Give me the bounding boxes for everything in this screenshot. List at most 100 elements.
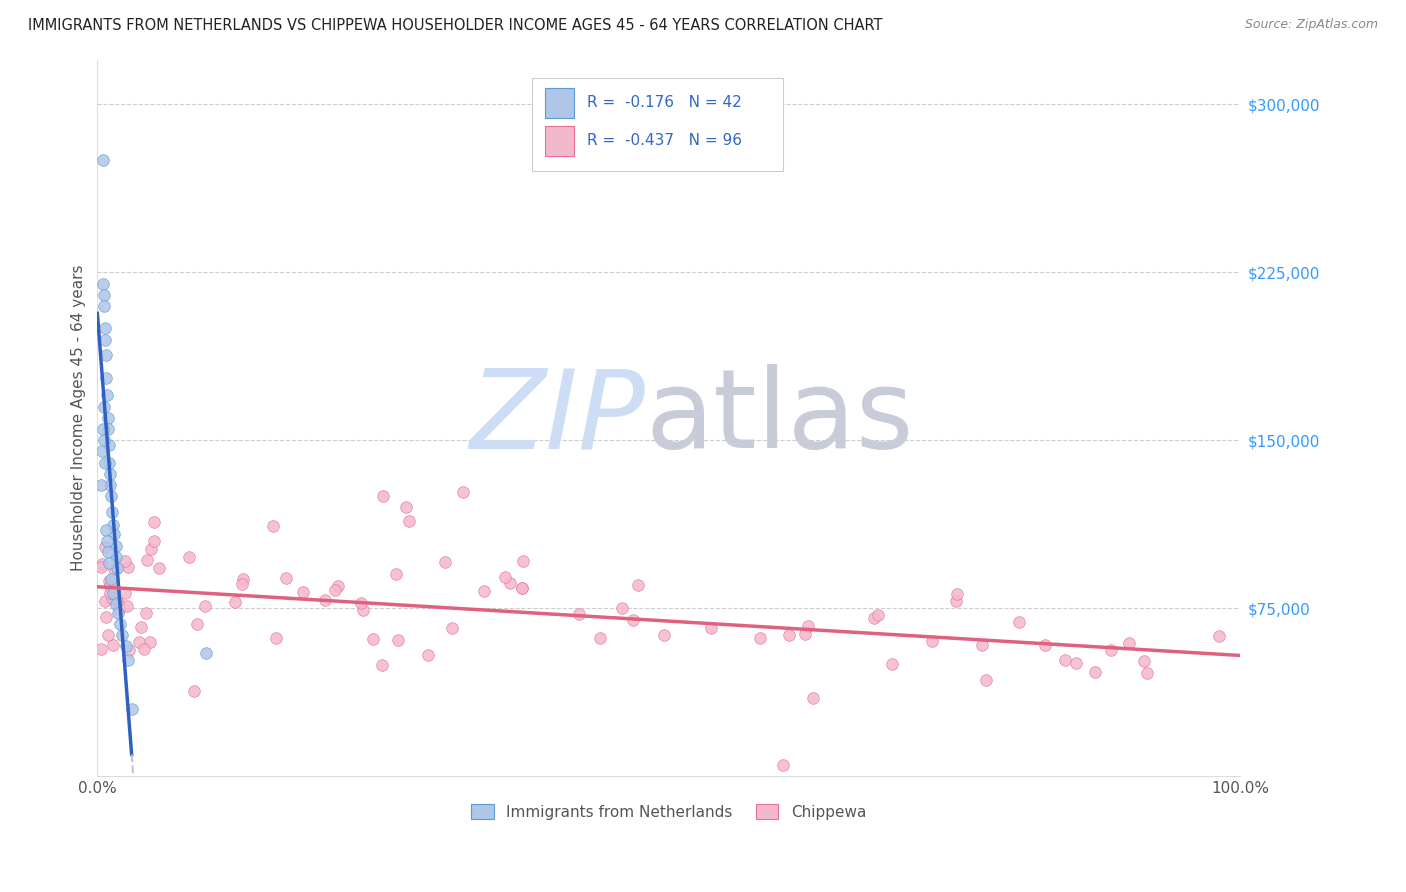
Point	[94, 593, 117, 607]
Point	[976, 673, 998, 687]
Point	[93, 299, 115, 313]
Point	[371, 658, 394, 673]
Point	[143, 534, 166, 549]
Point	[778, 628, 800, 642]
Point	[1035, 639, 1057, 653]
FancyBboxPatch shape	[546, 126, 574, 155]
Point	[231, 577, 253, 591]
Point	[276, 571, 298, 585]
Point	[177, 549, 200, 564]
Point	[945, 594, 967, 608]
Text: R =  -0.437   N = 96: R = -0.437 N = 96	[588, 133, 742, 148]
Point	[568, 607, 591, 621]
Point	[91, 153, 114, 168]
Point	[862, 611, 884, 625]
Point	[90, 560, 112, 574]
Point	[314, 593, 336, 607]
Point	[121, 702, 143, 716]
Point	[652, 628, 675, 642]
Point	[90, 478, 112, 492]
Point	[183, 684, 205, 698]
Point	[749, 631, 772, 645]
Point	[108, 601, 131, 615]
Point	[101, 591, 124, 606]
Text: Source: ZipAtlas.com: Source: ZipAtlas.com	[1244, 18, 1378, 31]
Point	[1008, 615, 1031, 629]
Point	[262, 519, 284, 533]
Point	[90, 641, 112, 656]
Point	[115, 599, 138, 613]
Point	[97, 545, 120, 559]
Point	[494, 570, 516, 584]
Point	[93, 434, 115, 448]
Point	[101, 505, 124, 519]
Point	[510, 581, 533, 595]
Y-axis label: Householder Income Ages 45 - 64 years: Householder Income Ages 45 - 64 years	[72, 265, 86, 571]
Point	[141, 542, 163, 557]
Point	[103, 585, 125, 599]
Point	[793, 627, 815, 641]
Point	[115, 640, 138, 654]
Point	[108, 616, 131, 631]
Point	[94, 321, 117, 335]
Point	[387, 633, 409, 648]
Point	[1135, 665, 1157, 680]
Point	[135, 606, 157, 620]
Point	[194, 599, 217, 613]
Point	[104, 591, 127, 606]
Point	[1099, 642, 1122, 657]
Point	[700, 622, 723, 636]
Point	[921, 634, 943, 648]
Point	[868, 608, 890, 623]
Point	[194, 646, 217, 660]
Point	[1054, 653, 1077, 667]
Point	[1084, 665, 1107, 680]
Point	[103, 639, 125, 653]
Point	[94, 456, 117, 470]
Point	[970, 638, 993, 652]
Point	[451, 484, 474, 499]
Point	[93, 287, 115, 301]
Point	[512, 554, 534, 568]
Point	[143, 515, 166, 529]
Point	[395, 500, 418, 515]
Point	[148, 561, 170, 575]
Point	[588, 631, 610, 645]
Point	[96, 370, 118, 384]
Point	[803, 690, 825, 705]
Point	[98, 579, 121, 593]
Point	[103, 527, 125, 541]
Point	[328, 579, 350, 593]
Point	[104, 597, 127, 611]
Point	[93, 400, 115, 414]
Point	[117, 653, 139, 667]
Point	[94, 348, 117, 362]
Point	[440, 621, 463, 635]
Point	[100, 572, 122, 586]
Point	[772, 758, 794, 772]
Point	[232, 572, 254, 586]
Text: IMMIGRANTS FROM NETHERLANDS VS CHIPPEWA HOUSEHOLDER INCOME AGES 45 - 64 YEARS CO: IMMIGRANTS FROM NETHERLANDS VS CHIPPEWA …	[28, 18, 883, 33]
Point	[97, 438, 120, 452]
Point	[104, 590, 127, 604]
Point	[97, 422, 120, 436]
Point	[371, 489, 394, 503]
Point	[1133, 655, 1156, 669]
Point	[98, 456, 121, 470]
FancyBboxPatch shape	[531, 78, 783, 170]
Point	[291, 585, 314, 599]
Point	[132, 642, 155, 657]
Point	[98, 586, 121, 600]
Point	[945, 587, 967, 601]
Point	[103, 562, 125, 576]
Point	[100, 489, 122, 503]
Text: atlas: atlas	[645, 365, 914, 471]
Point	[107, 597, 129, 611]
Point	[129, 620, 152, 634]
Point	[90, 444, 112, 458]
Point	[93, 540, 115, 554]
Point	[97, 557, 120, 571]
Point	[117, 642, 139, 657]
Point	[105, 549, 128, 564]
Point	[623, 613, 645, 627]
